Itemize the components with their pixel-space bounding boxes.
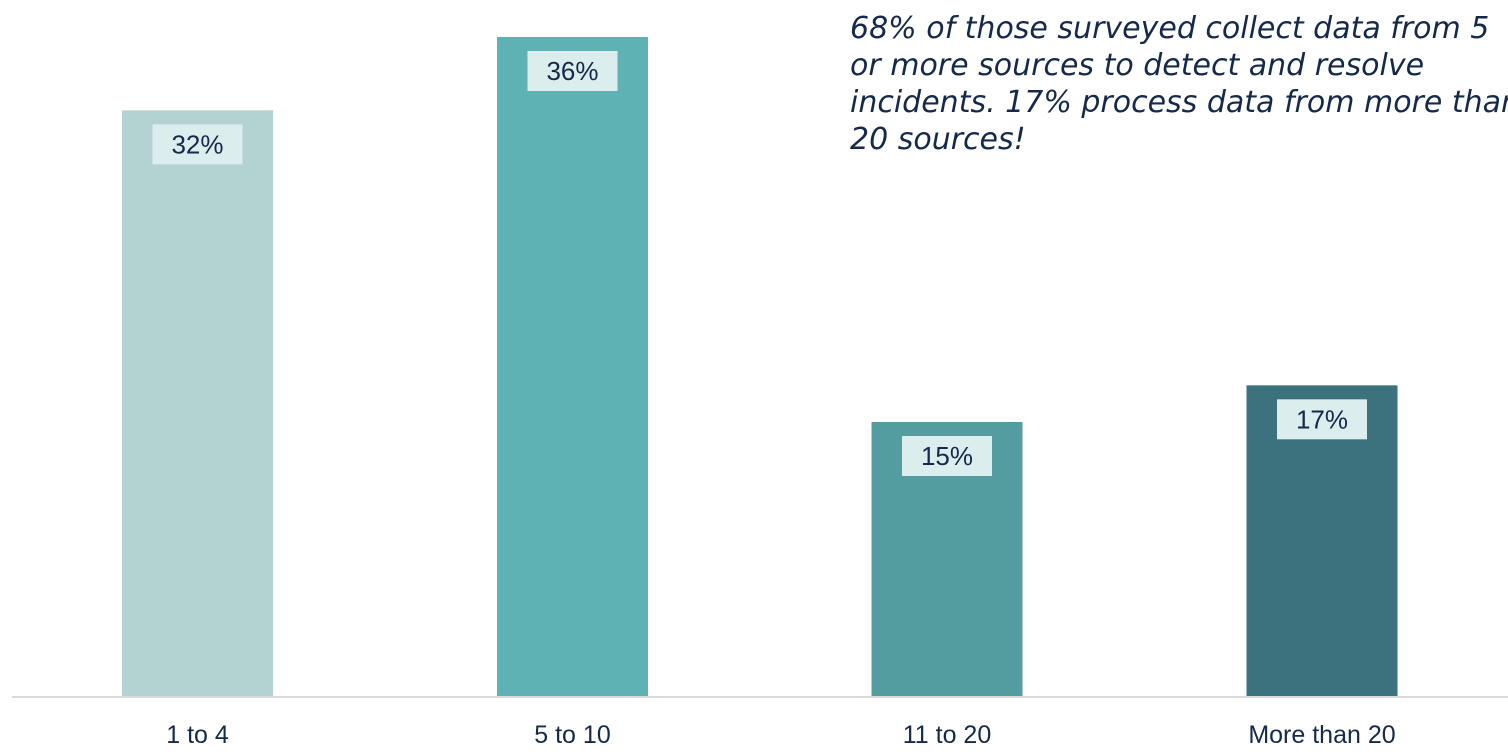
value-label-box bbox=[902, 436, 992, 476]
value-label: 36% bbox=[546, 56, 598, 86]
value-label: 17% bbox=[1296, 404, 1348, 434]
x-tick-label: 11 to 20 bbox=[903, 721, 992, 749]
value-label-box bbox=[527, 51, 618, 91]
value-labels-layer: 32% 36% 15% 17% bbox=[152, 51, 1367, 476]
x-tick-label: 5 to 10 bbox=[534, 721, 610, 749]
annotation-line: 20 sources! bbox=[850, 122, 1026, 157]
value-label: 32% bbox=[171, 129, 223, 159]
value-label-box bbox=[1277, 399, 1367, 440]
bar bbox=[122, 110, 273, 698]
value-label: 15% bbox=[921, 441, 973, 471]
value-label-box bbox=[152, 124, 243, 165]
x-tick-labels-layer: 1 to 4 5 to 10 11 to 20 More than 20 bbox=[166, 721, 1395, 749]
chart-annotation: 68% of those surveyed collect data from … bbox=[850, 10, 1508, 158]
annotation-line: incidents. 17% process data from more th… bbox=[850, 85, 1508, 120]
x-tick-label: 1 to 4 bbox=[166, 721, 229, 749]
bar bbox=[497, 37, 648, 697]
x-tick-label: More than 20 bbox=[1248, 721, 1395, 749]
annotation-line: 68% of those surveyed collect data from … bbox=[850, 11, 1490, 46]
annotation-line: or more sources to detect and resolve bbox=[850, 48, 1425, 83]
